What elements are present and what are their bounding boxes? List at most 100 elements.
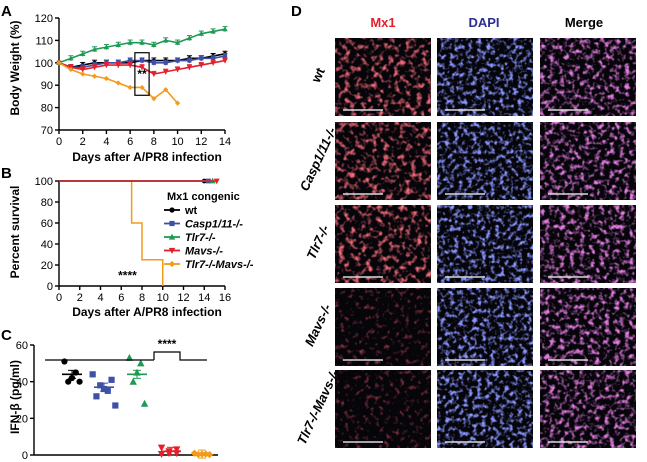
panel-letter-b: B — [1, 165, 12, 182]
panel-a-data-point — [91, 65, 98, 71]
panel-c-data-point — [157, 450, 166, 458]
panel-a-data-point — [187, 58, 192, 63]
row-label: Casp1/11-/- — [297, 125, 340, 193]
panel-a-data-point — [80, 67, 86, 73]
panel-a-data-point — [163, 87, 169, 93]
panel-c-data-point — [76, 378, 83, 385]
panel-c-data-point — [157, 444, 166, 452]
panel-b-xtick-label: 12 — [177, 292, 189, 304]
panel-a-data-point — [151, 60, 156, 65]
panel-a-data-point — [139, 65, 145, 71]
legend-swatch-marker — [168, 233, 176, 240]
panel-a-data-point — [115, 62, 121, 68]
panel-c-data-point — [108, 376, 115, 383]
panel-a-data-point — [127, 84, 133, 91]
panel-a-data-point — [186, 65, 193, 71]
column-label-mx1: Mx1 — [370, 15, 395, 30]
panel-b-xtick-label: 6 — [118, 292, 124, 304]
panel-c-ifn-chart: IFN-β (pg/ml) 0 20 40 60 **** — [8, 337, 218, 462]
panel-a-data-point — [163, 37, 169, 43]
panel-c-data-point — [172, 446, 181, 454]
panel-a-data-point — [80, 71, 86, 77]
row-label: Mavs-/- — [302, 302, 335, 349]
micrograph-texture — [335, 38, 431, 116]
panel-a-data-point — [163, 69, 169, 75]
panel-a-data-point — [198, 62, 204, 68]
panel-c-data-point — [61, 358, 68, 365]
panel-d-micrographs: Mx1 DAPI Merge wtCasp1/11-/-Tlr7-/-Mavs-… — [294, 15, 636, 448]
panel-a-data-point — [198, 30, 204, 36]
legend-swatch-marker — [169, 207, 175, 213]
panel-c-ylabel: IFN-β (pg/ml) — [8, 360, 22, 434]
row-label: Tlr7-/- — [303, 223, 332, 262]
panel-b-xtick-label: 2 — [77, 292, 83, 304]
micrograph-texture — [335, 122, 431, 200]
panel-b-ytick-label: 40 — [41, 239, 53, 251]
legend-swatch-marker — [169, 220, 175, 227]
panel-a-ytick-label: 80 — [41, 103, 53, 115]
panel-a-data-point — [115, 41, 121, 47]
panel-b-ytick-label: 0 — [47, 281, 53, 293]
panel-a-data-point — [222, 26, 228, 32]
micrograph-texture — [437, 370, 533, 448]
panel-c-data-point — [125, 353, 134, 361]
panel-a-data-point — [139, 84, 145, 91]
panel-b-legend: Mx1 congenic wtCasp1/11-/-Tlr7-/-Mavs-/-… — [164, 191, 254, 271]
panel-a-ytick-label: 120 — [35, 13, 53, 25]
panel-b-endpoint-marker — [213, 178, 220, 185]
panel-a-data-point — [163, 60, 168, 65]
legend-swatch-marker — [168, 260, 176, 268]
panel-a-xtick-label: 4 — [103, 136, 109, 148]
panel-a-data-point — [174, 39, 181, 45]
legend-entry: wt — [184, 205, 198, 217]
panel-a-significance-label: ** — [137, 67, 147, 81]
micrograph-texture — [437, 122, 533, 200]
micrograph-texture — [540, 370, 636, 448]
panel-c-data-point — [97, 382, 104, 389]
panel-a-data-point — [210, 60, 216, 66]
panel-a-data-point — [174, 100, 181, 106]
panel-a-xtick-label: 0 — [56, 136, 62, 148]
panel-a-data-point — [80, 50, 86, 56]
legend-entry: Tlr7-/-Mavs-/- — [185, 259, 254, 271]
panel-a-ytick-label: 70 — [41, 125, 53, 137]
panel-a-data-point — [128, 58, 133, 63]
panel-b-xtick-label: 10 — [157, 292, 169, 304]
panel-a-data-point — [151, 71, 157, 77]
panel-b-ytick-label: 80 — [41, 197, 53, 209]
panel-letter-c: C — [1, 327, 12, 344]
panel-a-data-point — [199, 56, 204, 61]
panel-a-xtick-label: 8 — [151, 136, 157, 148]
panel-a-data-point — [127, 62, 133, 68]
panel-b-survival-chart: Percent survival Days after A/PR8 infect… — [8, 176, 254, 319]
legend-entry: Mavs-/- — [185, 246, 223, 258]
panel-c-ytick-label: 0 — [22, 450, 28, 462]
panel-a-data-point — [127, 39, 133, 45]
panel-b-xtick-label: 8 — [139, 292, 145, 304]
micrograph-texture — [335, 370, 431, 448]
panel-c-ytick-label: 20 — [16, 413, 28, 425]
panel-a-data-point — [91, 46, 98, 52]
panel-b-xtick-label: 4 — [97, 292, 103, 304]
micrograph-texture — [335, 288, 431, 366]
panel-a-data-point — [103, 62, 110, 68]
panel-a-data-point — [186, 35, 193, 41]
panel-a-xtick-label: 6 — [127, 136, 133, 148]
panel-a-data-point — [139, 39, 145, 45]
panel-a-data-point — [103, 44, 110, 50]
micrograph-texture — [437, 288, 533, 366]
micrograph-texture — [335, 205, 431, 283]
row-label: Tlr7-/-Mavs-/- — [294, 367, 342, 447]
panel-a-data-point — [115, 80, 121, 86]
panel-a-data-point — [103, 75, 110, 82]
panel-c-data-point — [65, 378, 72, 385]
panel-letter-d: D — [291, 3, 302, 20]
panel-a-data-point — [211, 56, 216, 61]
panel-b-significance-label: **** — [118, 269, 137, 283]
micrograph-texture — [540, 288, 636, 366]
panel-a-ytick-label: 90 — [41, 80, 53, 92]
panel-c-data-point — [190, 449, 199, 457]
panel-a-data-point — [222, 53, 228, 59]
micrograph-texture — [540, 38, 636, 116]
